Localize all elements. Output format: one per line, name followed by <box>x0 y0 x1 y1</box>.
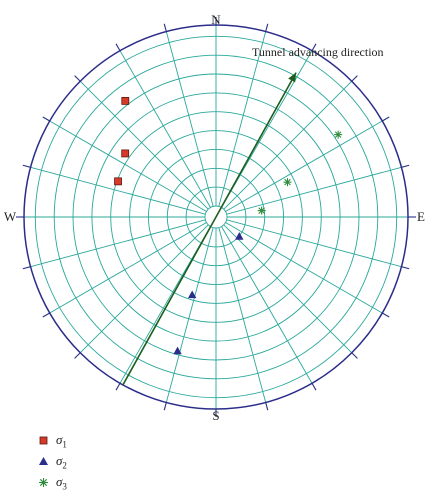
legend: σ1 σ2 σ3 <box>36 432 67 495</box>
tunnel-direction-arrow <box>122 72 297 386</box>
grid-spoke <box>226 219 402 268</box>
outer-tick <box>22 266 31 270</box>
grid-spoke <box>225 120 383 212</box>
outer-tick <box>42 312 50 318</box>
sigma1-point <box>121 97 130 105</box>
outer-tick <box>74 352 81 359</box>
sigma1-point <box>121 149 130 158</box>
outer-tick <box>265 23 269 32</box>
outer-tick <box>115 383 121 391</box>
grid-spoke <box>79 80 209 210</box>
west-label: W <box>4 209 17 224</box>
grid-spoke <box>165 227 214 403</box>
outer-tick <box>351 352 358 359</box>
sigma3-stroke <box>258 207 265 214</box>
outer-tick <box>163 402 167 411</box>
grid-spoke <box>225 222 383 314</box>
tunnel-direction-line <box>122 72 297 386</box>
grid-spoke <box>30 219 206 268</box>
legend-label-sigma2: σ2 <box>56 453 67 471</box>
outer-tick <box>311 43 317 51</box>
square-marker-icon <box>39 436 48 445</box>
grid-spoke <box>218 31 267 207</box>
legend-item-sigma2: σ2 <box>36 453 67 471</box>
outer-tick <box>22 164 31 168</box>
sigma2-point <box>173 346 182 355</box>
tunnel-direction-label: Tunnel advancing direction <box>252 45 384 59</box>
south-label: S <box>212 408 219 423</box>
outer-ticks <box>16 17 416 417</box>
principal-stress-points <box>114 97 343 355</box>
asterisk-marker-icon <box>39 478 48 487</box>
sigma1-point <box>114 177 122 186</box>
north-label: N <box>211 12 221 27</box>
outer-tick <box>265 402 269 411</box>
legend-item-sigma3: σ3 <box>36 474 67 492</box>
outer-tick <box>401 164 410 168</box>
arrowhead-icon <box>288 72 297 83</box>
outer-tick <box>311 383 317 391</box>
grid-spoke <box>165 31 214 207</box>
east-label: E <box>417 209 425 224</box>
sigma3-stroke <box>284 178 291 186</box>
outer-tick <box>382 116 390 122</box>
outer-tick <box>163 23 167 32</box>
outer-tick <box>115 43 121 51</box>
triangle-marker-icon <box>39 457 48 465</box>
sigma3-point <box>283 178 292 187</box>
grid-spoke <box>49 120 207 212</box>
outer-tick <box>401 266 410 270</box>
sigma3-stroke <box>334 131 342 138</box>
legend-label-sigma1: σ1 <box>56 432 67 450</box>
legend-label-sigma3: σ3 <box>56 474 67 492</box>
grid-spoke <box>30 166 206 215</box>
grid-spoke <box>79 224 209 354</box>
sigma3-point <box>334 130 343 139</box>
outer-tick <box>382 312 390 318</box>
outer-tick <box>351 75 358 82</box>
sigma2-point <box>187 290 197 299</box>
sigma3-point <box>257 206 266 215</box>
grid-spoke <box>221 226 313 384</box>
outer-tick <box>42 116 50 122</box>
grid-spoke <box>226 166 402 215</box>
sigma2-point <box>235 232 244 240</box>
grid-spoke <box>218 227 267 403</box>
grid-spoke <box>119 50 211 208</box>
legend-item-sigma1: σ1 <box>36 432 67 450</box>
grid-spoke <box>49 222 207 314</box>
grid-spoke <box>223 80 353 210</box>
grid-spoke <box>223 224 353 354</box>
outer-tick <box>74 75 81 82</box>
grid-spokes <box>24 25 408 409</box>
